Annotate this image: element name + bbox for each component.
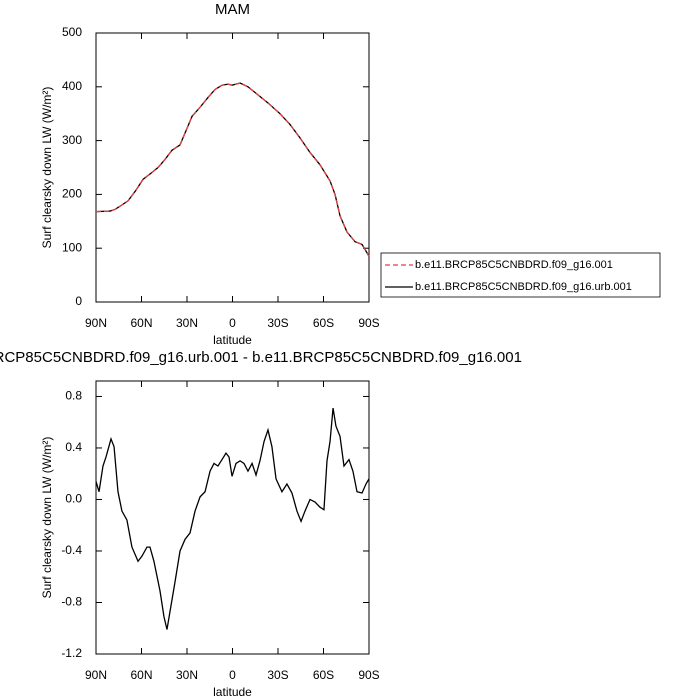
chart-title: MAM [215,1,250,18]
y-tick-label: 300 [62,133,82,147]
x-tick-label: 0 [229,316,236,330]
x-tick-label: 90N [85,316,107,330]
x-tick-label: 90S [358,668,379,682]
x-tick-label: 30N [176,668,198,682]
x-tick-label: 90S [358,316,379,330]
y-tick-label: 0.4 [65,440,82,454]
y-tick-label: 0.0 [65,492,82,506]
y-tick-label: 0 [75,294,82,308]
x-tick-label: 30S [267,316,288,330]
x-tick-label: 30N [176,316,198,330]
y-tick-label: -0.4 [61,543,82,557]
plot-frame [95,380,370,655]
plot-frame [95,32,370,303]
y-tick-label: 500 [62,25,82,39]
legend-label: b.e11.BRCP85C5CNBDRD.f09_g16.urb.001 [415,281,632,293]
y-tick-label: 200 [62,187,82,201]
x-tick-label: 60N [130,668,152,682]
x-axis-label: latitude [213,685,252,699]
data-line [95,82,370,257]
x-axis-label: latitude [213,333,252,347]
x-tick-label: 60S [313,668,334,682]
x-tick-label: 0 [229,668,236,682]
x-tick-label: 60N [130,316,152,330]
legend-box [380,252,661,298]
y-tick-label: 400 [62,79,82,93]
y-tick-label: -1.2 [61,646,82,660]
y-axis-label: Surf clearsky down LW (W/m²) [40,87,54,249]
y-tick-label: -0.8 [61,595,82,609]
x-tick-label: 90N [85,668,107,682]
y-tick-label: 0.8 [65,389,82,403]
x-tick-label: 60S [313,316,334,330]
y-tick-label: 100 [62,240,82,254]
chart-title: b.e11.BRCP85C5CNBDRD.f09_g16.urb.001 - b… [0,349,522,366]
legend-label: b.e11.BRCP85C5CNBDRD.f09_g16.001 [415,259,613,271]
data-line [95,82,370,257]
x-tick-label: 30S [267,668,288,682]
data-line [95,407,370,630]
y-axis-label: Surf clearsky down LW (W/m²) [40,437,54,599]
